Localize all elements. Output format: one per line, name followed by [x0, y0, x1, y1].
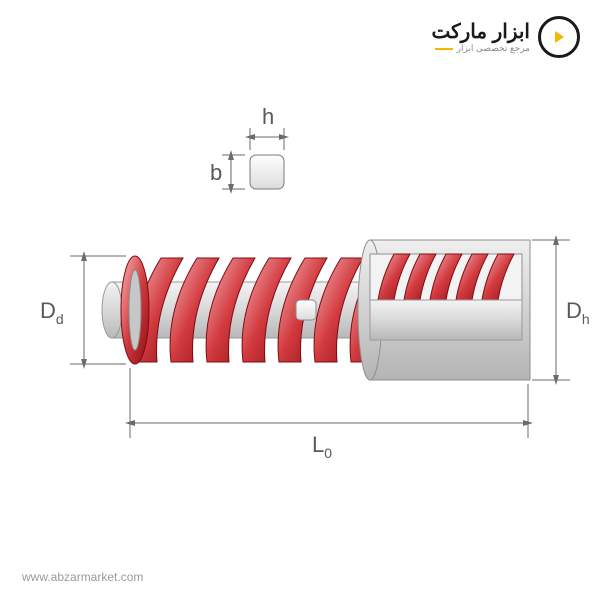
- svg-text:L0: L0: [312, 432, 332, 461]
- source-url: www.abzarmarket.com: [22, 570, 143, 584]
- spring-diagram: h b Dd Dh L0: [0, 0, 600, 600]
- label-Dh: D: [566, 298, 582, 323]
- label-L0-sub: 0: [324, 445, 332, 461]
- label-L0: L: [312, 432, 324, 457]
- wire-cross-section: [222, 128, 284, 189]
- label-Dh-sub: h: [582, 311, 590, 327]
- shaft-in-housing: [370, 300, 522, 340]
- label-h: h: [262, 104, 274, 129]
- label-b: b: [210, 160, 222, 185]
- label-Dd: D: [40, 298, 56, 323]
- svg-text:Dh: Dh: [566, 298, 590, 327]
- label-Dd-sub: d: [56, 311, 64, 327]
- dim-Dh: [532, 240, 570, 380]
- svg-text:Dd: Dd: [40, 298, 64, 327]
